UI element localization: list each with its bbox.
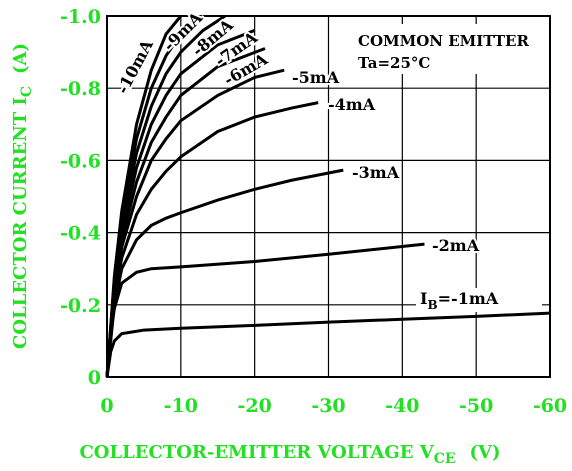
x-tick-label: -40	[385, 395, 419, 417]
legend-label: IB=-1mA	[420, 289, 499, 312]
series-label: -5mA	[292, 68, 340, 87]
series-label: -3mA	[352, 163, 400, 182]
x-tick-label: -30	[311, 395, 345, 417]
ib-prefix: I	[420, 289, 427, 308]
annotation-bg	[350, 24, 548, 74]
y-label-sub: C	[19, 86, 35, 97]
y-axis-label: COLLECTOR CURRENT IC (A)	[10, 43, 35, 349]
ib-sub: B	[427, 298, 437, 312]
y-tick-label: 0	[88, 367, 101, 389]
curve	[105, 168, 344, 378]
curve	[105, 311, 551, 378]
x-axis-label: COLLECTOR-EMITTER VOLTAGE VCE (V)	[79, 442, 500, 467]
annotation: COMMON EMITTER	[358, 32, 529, 50]
ib-eq: =	[438, 289, 451, 308]
y-label-unit: (A)	[10, 43, 31, 74]
y-tick-label: -0.8	[60, 78, 101, 100]
x-tick-label: -60	[533, 395, 567, 417]
y-label-text: COLLECTOR CURRENT I	[10, 97, 31, 349]
curve	[105, 242, 425, 378]
y-tick-label: -0.2	[60, 295, 101, 317]
label-bg	[416, 288, 542, 312]
series-label: -2mA	[432, 236, 480, 255]
annotation: Ta=25°C	[358, 54, 430, 72]
y-tick-label: -0.4	[60, 223, 101, 245]
x-label-unit: (V)	[470, 442, 501, 463]
y-tick-label: -0.6	[60, 150, 101, 172]
x-tick-label: -20	[238, 395, 272, 417]
x-tick-label: -50	[459, 395, 493, 417]
x-label-text: COLLECTOR-EMITTER VOLTAGE V	[79, 442, 434, 463]
curve	[105, 15, 182, 378]
series-name: -1mA	[451, 289, 499, 308]
series-label: -4mA	[328, 95, 376, 114]
x-label-sub: CE	[434, 451, 456, 467]
y-tick-label: -1.0	[60, 6, 101, 28]
x-tick-label: 0	[100, 395, 113, 417]
x-tick-label: -10	[164, 395, 198, 417]
plot-frame	[106, 15, 551, 378]
